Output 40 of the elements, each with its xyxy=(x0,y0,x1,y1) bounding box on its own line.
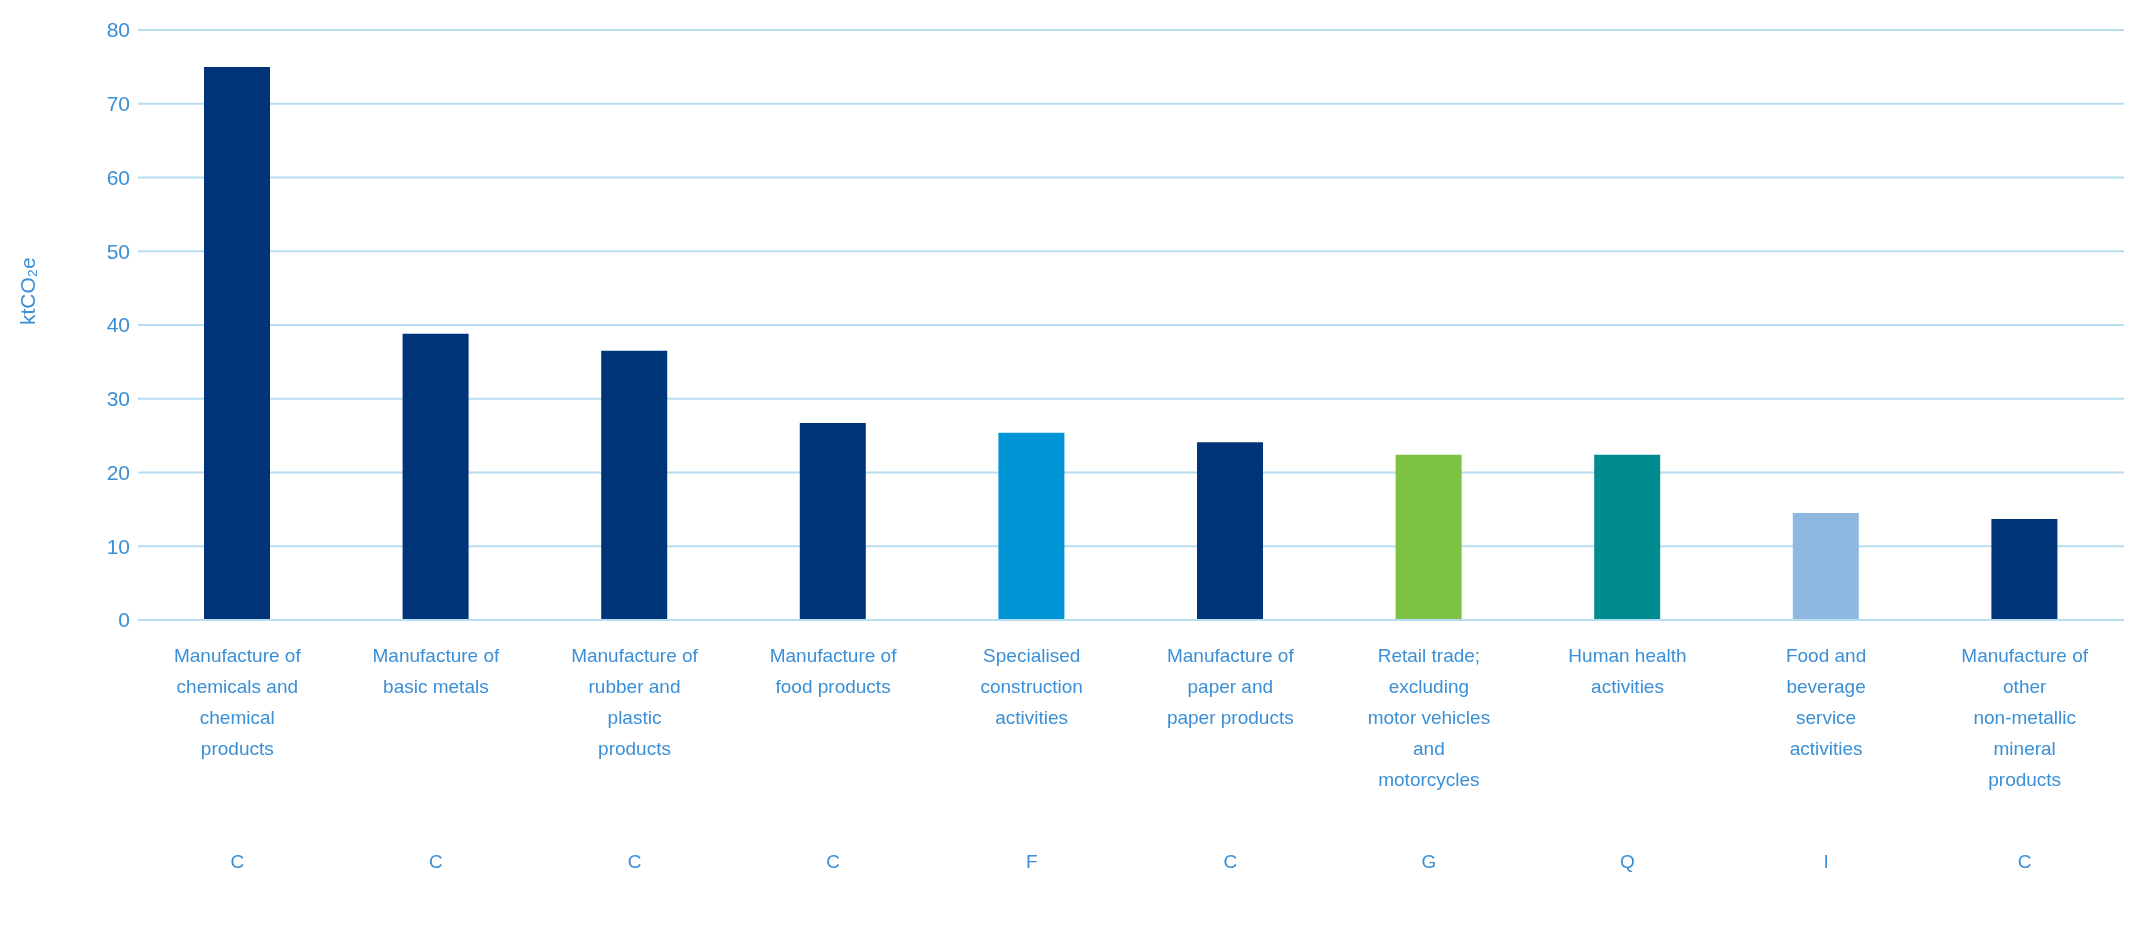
x-tick-label: Manufacture of basic metals xyxy=(372,645,500,697)
x-tick-label: Manufacture of rubber and plastic products xyxy=(571,645,699,759)
x-tick-label: Manufacture of other non-metallic mineral products xyxy=(1961,645,2089,790)
text: C xyxy=(627,851,642,872)
text: I xyxy=(1823,851,1829,872)
bar xyxy=(799,423,866,620)
y-tick-label: 40 xyxy=(106,313,130,337)
bar xyxy=(998,432,1065,620)
y-axis-title: ktCO₂e xyxy=(16,257,40,325)
bar xyxy=(1792,513,1859,620)
text: C xyxy=(230,851,245,872)
x-tick-label: Human health activities xyxy=(1568,645,1687,697)
y-tick-label: 20 xyxy=(106,460,130,484)
text: C xyxy=(2017,851,2032,872)
x-tick-label: Manufacture of paper and paper products xyxy=(1166,645,1295,728)
x-tick-label: Retail trade; excluding motor vehicles and motorcycles xyxy=(1367,645,1491,790)
text: C xyxy=(1223,851,1238,872)
text: C xyxy=(429,851,443,872)
x-tick-label: Manufacture of chemicals and chemical products xyxy=(173,645,302,759)
text: C xyxy=(826,851,840,872)
x-tick-label: Specialised construction activities xyxy=(980,645,1083,728)
text: Q xyxy=(1620,851,1635,872)
bar xyxy=(204,66,270,620)
x-tick-label: Manufacture of food products xyxy=(769,645,898,697)
y-tick-label: 60 xyxy=(106,165,130,189)
bar xyxy=(601,350,668,620)
y-tick-label: 50 xyxy=(106,239,130,263)
bar xyxy=(1197,442,1263,620)
bar xyxy=(1991,518,2058,620)
y-tick-label: 10 xyxy=(106,534,130,558)
bar xyxy=(402,333,469,620)
text: F xyxy=(1025,851,1038,872)
bar xyxy=(1594,454,1661,620)
bar xyxy=(1395,454,1462,620)
y-tick-label: 80 xyxy=(106,18,130,42)
y-tick-label: 30 xyxy=(106,387,130,411)
y-tick-label: 70 xyxy=(106,92,130,116)
y-tick-label: 0 xyxy=(118,608,130,632)
text: G xyxy=(1421,851,1437,872)
x-tick-label: Food and beverage service activities xyxy=(1785,645,1867,759)
